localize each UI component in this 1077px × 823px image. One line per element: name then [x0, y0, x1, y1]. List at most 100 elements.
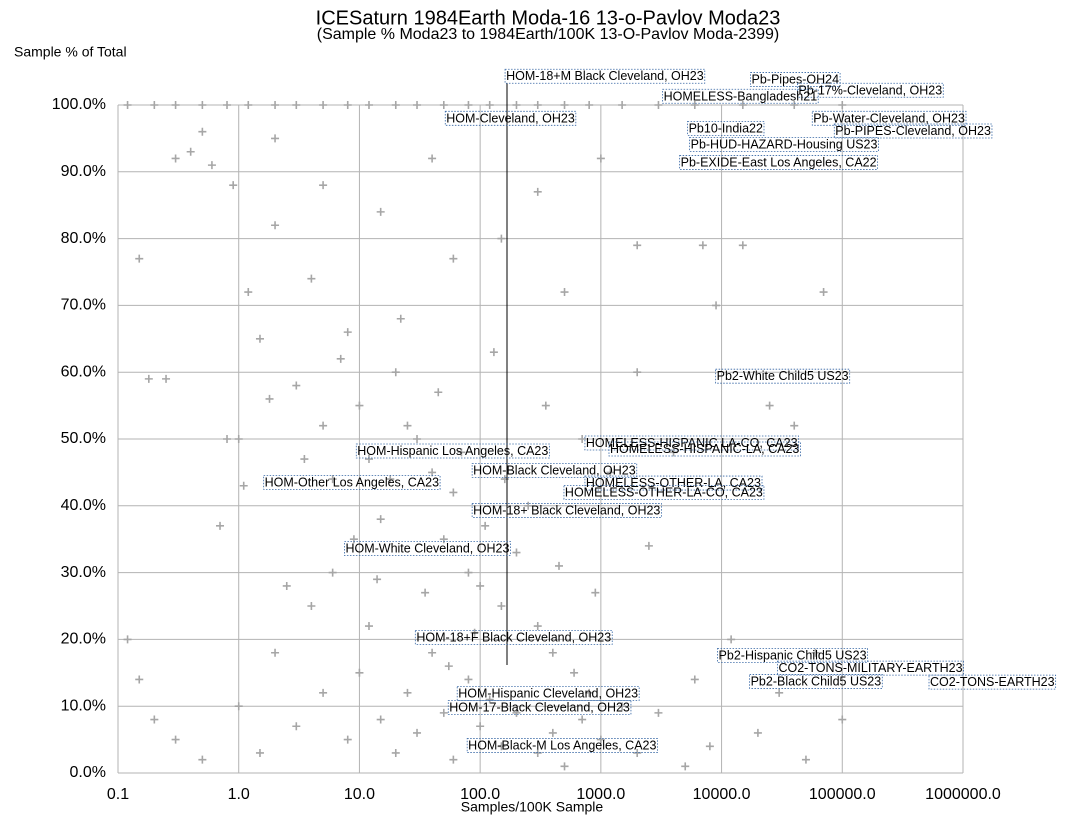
point — [373, 575, 382, 584]
point — [403, 421, 412, 430]
point — [838, 101, 847, 109]
point — [391, 368, 400, 377]
point — [434, 388, 443, 397]
point — [282, 581, 291, 590]
annotation-box — [444, 110, 577, 126]
point — [738, 101, 747, 109]
point — [606, 468, 615, 477]
point — [560, 288, 569, 297]
annotation: HOMELESS-HISPANIC LA-CO, CA23 — [586, 436, 798, 450]
point — [654, 708, 663, 717]
point — [690, 101, 699, 109]
point — [449, 254, 458, 263]
point — [413, 435, 422, 443]
annotation: HOM-18+F Black Cleveland, OH23 — [416, 630, 611, 644]
point — [811, 648, 820, 657]
x-tick-label: 1.0 — [228, 786, 250, 803]
point — [300, 455, 309, 464]
x-tick-label: 100000.0 — [809, 786, 876, 803]
point — [712, 301, 721, 310]
point — [439, 101, 448, 109]
x-tick-label: 1000.0 — [576, 786, 625, 803]
point — [171, 101, 180, 109]
annotation-box — [355, 443, 550, 459]
annotation-box — [811, 110, 967, 126]
annotation: Pb2-Hispanic Child5 US23 — [719, 648, 867, 662]
chart-title: ICESaturn 1984Earth Moda-16 13-o-Pavlov … — [316, 7, 781, 29]
chart-subtitle: (Sample % Moda23 to 1984Earth/100K 13-O-… — [317, 26, 779, 43]
point — [533, 187, 542, 196]
annotation: HOM-18+M Black Cleveland, OH23 — [506, 69, 704, 83]
y-axis-label: Sample % of Total — [14, 44, 127, 60]
point — [838, 715, 847, 724]
point — [336, 354, 345, 363]
point — [449, 755, 458, 764]
y-tick-label: 70.0% — [61, 297, 106, 314]
point — [470, 628, 479, 637]
point — [413, 101, 422, 109]
annotation: Pb-17%-Cleveland, OH23 — [798, 83, 942, 97]
point — [497, 602, 506, 610]
point — [541, 401, 550, 410]
point — [765, 401, 774, 410]
annotation-box — [263, 474, 441, 490]
point — [123, 635, 132, 644]
y-tick-label: 100.0% — [52, 96, 106, 113]
point — [654, 101, 663, 109]
point — [618, 702, 627, 711]
point — [738, 241, 747, 250]
point — [497, 742, 506, 751]
x-tick-label: 10.0 — [344, 786, 375, 803]
point — [171, 154, 180, 163]
point — [255, 748, 264, 757]
point — [524, 501, 533, 510]
point — [681, 762, 690, 771]
point — [633, 368, 642, 377]
annotation-box — [471, 503, 662, 518]
annotation: HOM-18+ Black Cleveland, OH23 — [473, 503, 660, 517]
point — [396, 314, 405, 323]
annotation-box — [833, 123, 993, 139]
point — [271, 101, 280, 109]
point — [307, 602, 316, 610]
point — [343, 735, 352, 744]
point — [578, 435, 587, 443]
point — [476, 722, 485, 731]
point — [512, 708, 521, 717]
annotation: HOMELESS-OTHER-LA, CA23 — [586, 476, 761, 490]
point — [790, 421, 799, 430]
point — [554, 561, 563, 570]
point — [186, 147, 195, 156]
x-tick-label: 100.0 — [460, 786, 500, 803]
point — [319, 181, 328, 190]
annotation: HOM-Hispanic Cleveland, OH23 — [458, 686, 638, 700]
point — [485, 101, 494, 109]
point — [439, 708, 448, 717]
annotation-box — [679, 155, 879, 170]
point — [391, 101, 400, 109]
annotation: Pb2-Black Child5 US23 — [751, 674, 882, 688]
point — [819, 288, 828, 297]
point — [328, 568, 337, 577]
point — [497, 234, 506, 243]
x-tick-label: 10000.0 — [693, 786, 751, 803]
point — [421, 588, 430, 597]
point — [775, 688, 784, 697]
annotation: Pb10-India22 — [689, 121, 763, 135]
point — [669, 448, 678, 457]
point — [207, 161, 216, 170]
point — [265, 394, 274, 403]
annotation: Pb-EXIDE-East Los Angeles, CA22 — [681, 155, 877, 169]
point — [234, 702, 243, 711]
point — [705, 742, 714, 751]
annotation-box — [504, 68, 706, 84]
point — [428, 154, 437, 163]
point — [364, 101, 373, 109]
point — [391, 748, 400, 757]
annotation-box — [608, 441, 801, 457]
annotation-box — [797, 82, 944, 98]
point — [489, 348, 498, 357]
point — [512, 548, 521, 557]
point — [198, 755, 207, 764]
